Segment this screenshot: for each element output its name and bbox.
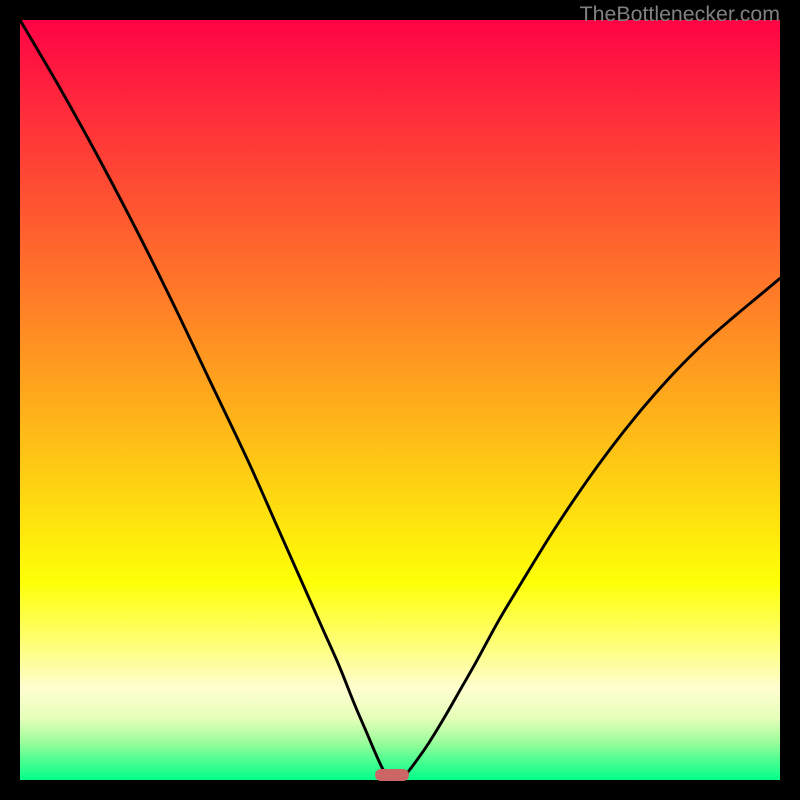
curve-path: [20, 20, 780, 781]
optimal-marker: [375, 769, 409, 781]
watermark-text: TheBottlenecker.com: [580, 2, 780, 27]
chart-stage: TheBottlenecker.com: [0, 0, 800, 800]
bottleneck-curve: [20, 20, 780, 780]
